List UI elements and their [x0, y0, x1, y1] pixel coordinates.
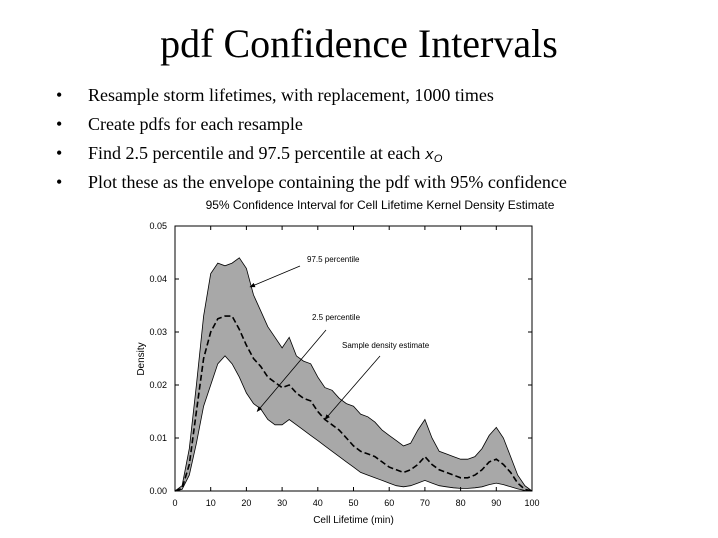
lower-percentile-line: [174, 355, 533, 492]
bullet-text: Resample storm lifetimes, with replaceme…: [88, 85, 494, 105]
y-tick-label: 0.05: [149, 221, 167, 231]
bullet-marker: •: [56, 143, 63, 163]
annotation-arrow: [256, 329, 327, 412]
x-tick-label: 90: [491, 498, 501, 508]
x-tick-label: 10: [206, 498, 216, 508]
x-subscript: O: [433, 153, 443, 165]
x-tick-label: 50: [348, 498, 358, 508]
annotation-arrow: [249, 265, 301, 288]
bullet-marker: •: [56, 114, 63, 134]
annotation-label: 97.5 percentile: [307, 255, 360, 264]
annotation-arrow: [324, 355, 381, 420]
bullet-text: Find 2.5 percentile and 97.5 percentile …: [88, 143, 425, 163]
bullet-marker: •: [56, 172, 63, 192]
bullet-text: Plot these as the envelope containing th…: [88, 172, 567, 192]
sample-density-line: [174, 315, 533, 492]
x-axis-label: Cell Lifetime (min): [313, 515, 394, 526]
bullet-item: • Plot these as the envelope containing t…: [56, 169, 567, 198]
upper-percentile-line: [174, 257, 533, 492]
y-tick-label: 0.01: [149, 433, 167, 443]
y-axis-label: Density: [136, 342, 147, 375]
y-tick-label: 0.00: [149, 486, 167, 496]
x-tick-label: 20: [241, 498, 251, 508]
x-tick-label: 70: [420, 498, 430, 508]
x-tick-label: 80: [456, 498, 466, 508]
y-tick-label: 0.04: [149, 274, 167, 284]
x-symbol: x: [424, 147, 434, 164]
annotation-label: 2.5 percentile: [312, 313, 361, 322]
y-tick-label: 0.03: [149, 327, 167, 337]
x-tick-label: 0: [172, 498, 177, 508]
y-tick-label: 0.02: [149, 380, 167, 390]
chart-title: 95% Confidence Interval for Cell Lifetim…: [205, 198, 555, 212]
bullet-marker: •: [56, 85, 63, 105]
bullet-list: • Resample storm lifetimes, with replacem…: [56, 82, 567, 198]
x-tick-label: 100: [524, 498, 539, 508]
annotation-label: Sample density estimate: [342, 341, 430, 350]
bullet-item: • Resample storm lifetimes, with replacem…: [56, 82, 567, 111]
x-tick-label: 30: [277, 498, 287, 508]
confidence-band: [175, 257, 532, 491]
bullet-text: Create pdfs for each resample: [88, 114, 303, 134]
slide-title: pdf Confidence Intervals: [160, 21, 558, 66]
bullet-item: • Create pdfs for each resample: [56, 111, 567, 140]
x-tick-label: 40: [313, 498, 323, 508]
bullet-item: • Find 2.5 percentile and 97.5 percentile…: [56, 140, 567, 169]
x-tick-label: 60: [384, 498, 394, 508]
